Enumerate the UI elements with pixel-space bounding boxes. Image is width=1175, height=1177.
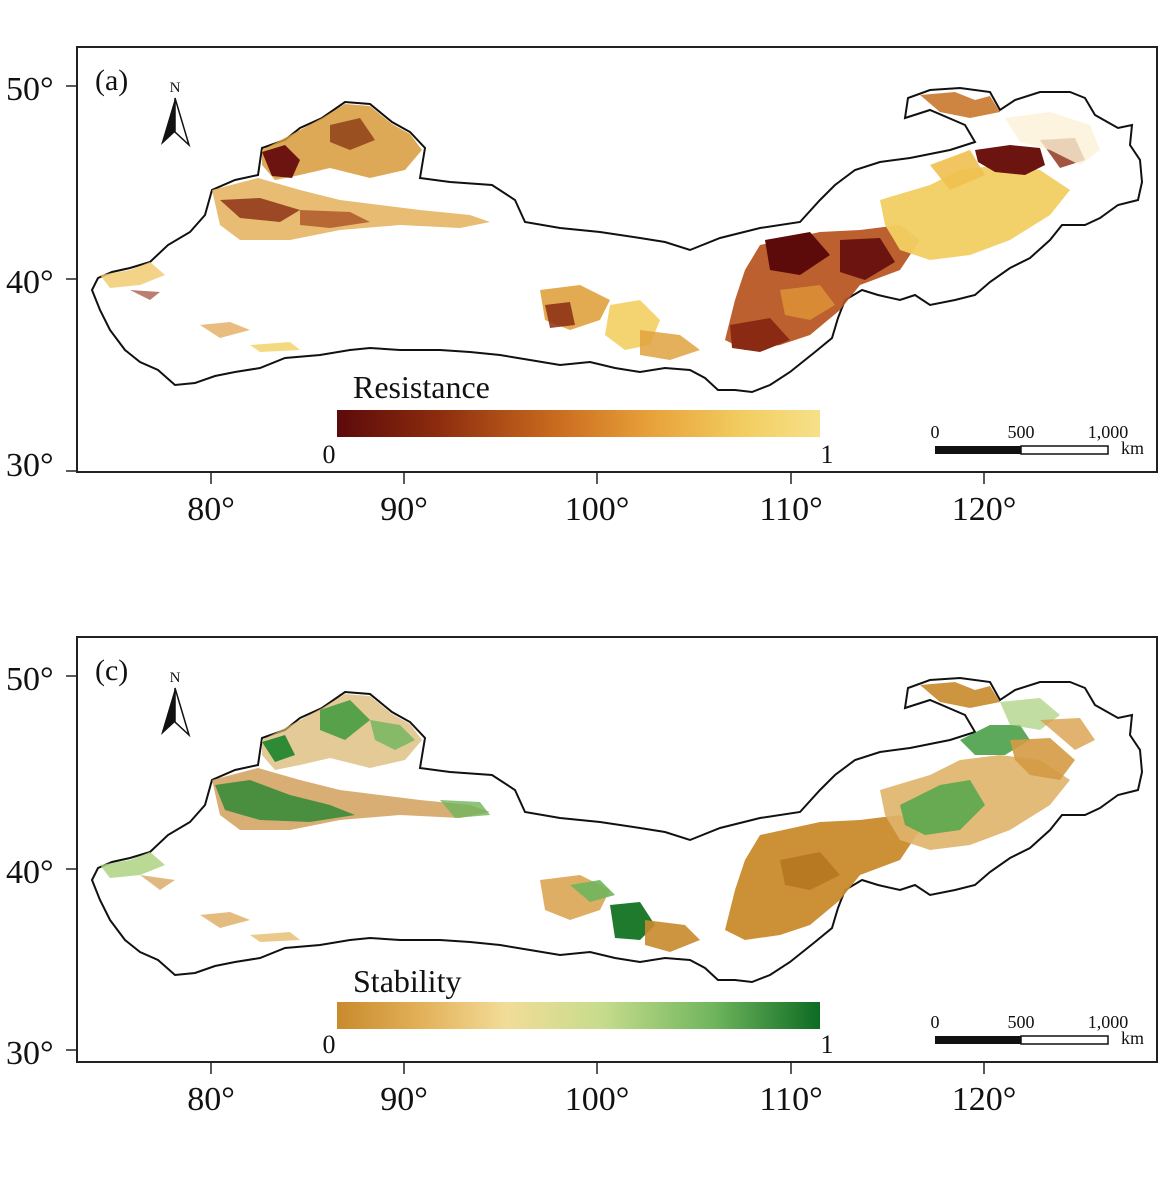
scale-label: 500 [1008, 1012, 1035, 1032]
scale-bar: 0 500 1,000 km [931, 422, 1145, 458]
scale-bar: 0 500 1,000 km [931, 1012, 1145, 1048]
colorbar-max-label: 1 [821, 1030, 834, 1059]
x-tick-label: 110° [759, 491, 822, 528]
map-figure-resistance: 50° 40° 30° 80° 90° 100° 110° 120° (a) N [6, 46, 1158, 528]
y-tick-label: 50° [6, 661, 54, 698]
y-tick-label: 40° [6, 854, 54, 891]
x-tick-label: 120° [952, 1081, 1017, 1118]
scale-unit: km [1121, 438, 1144, 458]
colorbar-min-label: 0 [323, 440, 336, 469]
x-tick-label: 90° [380, 1081, 428, 1118]
x-tick-label: 110° [759, 1081, 822, 1118]
north-arrow-icon: N [161, 670, 191, 738]
scale-label: 500 [1008, 422, 1035, 442]
colorbar-gradient [337, 410, 820, 437]
y-axis: 50° 40° 30° [6, 661, 77, 1072]
y-tick-label: 30° [6, 1035, 54, 1072]
x-tick-label: 120° [952, 491, 1017, 528]
y-tick-label: 40° [6, 264, 54, 301]
panel-label: (a) [95, 64, 128, 97]
x-tick-label: 100° [565, 1081, 630, 1118]
raster-stability [100, 682, 1095, 952]
y-tick-label: 30° [6, 447, 54, 484]
map-panel-stability: 50° 40° 30° 80° 90° 100° 110° 120° (c) N [0, 590, 1175, 1150]
colorbar-gradient [337, 1002, 820, 1029]
y-tick-label: 50° [6, 71, 54, 108]
y-axis: 50° 40° 30° [6, 71, 77, 484]
north-label: N [170, 670, 181, 686]
scale-label: 0 [931, 422, 940, 442]
raster-resistance [100, 92, 1100, 360]
x-tick-label: 80° [187, 1081, 235, 1118]
x-tick-label: 80° [187, 491, 235, 528]
colorbar-min-label: 0 [323, 1030, 336, 1059]
colorbar-max-label: 1 [821, 440, 834, 469]
map-frame [76, 636, 1158, 1063]
x-axis: 80° 90° 100° 110° 120° [187, 472, 1016, 528]
scale-label: 0 [931, 1012, 940, 1032]
colorbar-stability: Stability 0 1 [323, 963, 834, 1059]
colorbar-title: Stability [353, 963, 461, 999]
map-frame [76, 46, 1158, 473]
x-tick-label: 100° [565, 491, 630, 528]
x-tick-label: 90° [380, 491, 428, 528]
map-panel-resistance: 50° 40° 30° 80° 90° 100° 110° 120° (a) N [0, 0, 1175, 560]
map-figure-stability: 50° 40° 30° 80° 90° 100° 110° 120° (c) N [6, 636, 1158, 1118]
colorbar-resistance: Resistance 0 1 [323, 369, 834, 469]
scale-unit: km [1121, 1028, 1144, 1048]
x-axis: 80° 90° 100° 110° 120° [187, 1062, 1016, 1118]
scale-label: 1,000 [1088, 1012, 1129, 1032]
north-arrow-icon: N [161, 80, 191, 148]
scale-label: 1,000 [1088, 422, 1129, 442]
north-label: N [170, 80, 181, 96]
colorbar-title: Resistance [353, 369, 490, 405]
panel-label: (c) [95, 654, 128, 687]
